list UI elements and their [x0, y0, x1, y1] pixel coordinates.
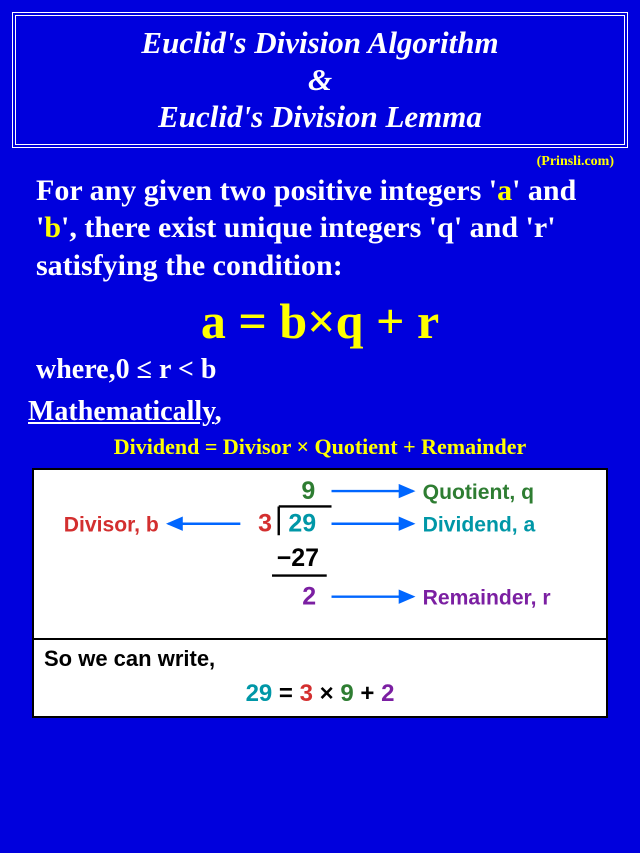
remainder-label: Remainder, r — [423, 586, 551, 609]
quotient-label: Quotient, q — [423, 481, 534, 504]
final-b: 3 — [300, 680, 313, 707]
attribution: (Prinsli.com) — [12, 148, 628, 172]
long-division-diagram: 9 3 29 −27 2 Quotient, q Divisor, b Divi… — [32, 468, 608, 718]
title-box: Euclid's Division Algorithm & Euclid's D… — [12, 12, 628, 148]
divisor-value: 3 — [258, 509, 272, 537]
final-eq: = — [272, 680, 299, 707]
divisor-label: Divisor, b — [64, 513, 159, 536]
subtract-value: −27 — [277, 544, 319, 572]
title-line-3: Euclid's Division Lemma — [28, 98, 612, 135]
final-plus: + — [354, 680, 381, 707]
dividend-value: 29 — [288, 509, 316, 537]
math-comma: , — [215, 396, 222, 427]
title-line-1: Euclid's Division Algorithm — [28, 24, 612, 61]
statement-text: ' and ' — [454, 211, 534, 244]
division-svg: 9 3 29 −27 2 Quotient, q Divisor, b Divi… — [34, 470, 606, 638]
quotient-value: 9 — [301, 477, 315, 505]
title-line-2: & — [28, 61, 612, 98]
final-q: 9 — [340, 680, 353, 707]
final-equation: 29 = 3 × 9 + 2 — [34, 678, 606, 716]
math-underline: Mathematically — [28, 396, 215, 427]
var-a: a — [497, 174, 512, 207]
var-q: q — [437, 211, 454, 244]
condition: where,0 ≤ r < b — [12, 354, 628, 396]
main-equation: a = b×q + r — [12, 284, 628, 354]
statement-text: For any given two positive integers ' — [36, 174, 497, 207]
var-r: r — [534, 211, 547, 244]
word-formula: Dividend = Divisor × Quotient + Remainde… — [12, 434, 628, 468]
var-b: b — [44, 211, 61, 244]
mathematically-label: Mathematically, — [12, 396, 628, 434]
statement-text: ', there exist unique integers ' — [61, 211, 437, 244]
final-r: 2 — [381, 680, 394, 707]
final-a: 29 — [246, 680, 273, 707]
final-x: × — [313, 680, 340, 707]
lemma-statement: For any given two positive integers 'a ' … — [12, 172, 628, 285]
dividend-label: Dividend, a — [423, 513, 536, 536]
remainder-value: 2 — [302, 582, 316, 610]
so-we-can-write: So we can write, — [34, 638, 606, 678]
